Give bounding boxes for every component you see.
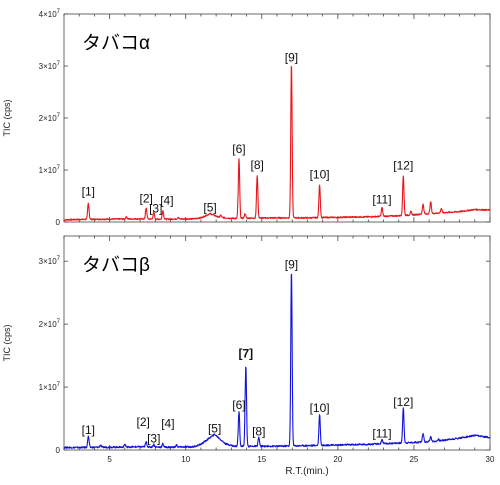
- peak-label: [5]: [208, 421, 221, 435]
- peak-label: [7]: [238, 347, 253, 361]
- x-tick-label: 20: [333, 455, 342, 464]
- y-tick-label: 0: [56, 446, 61, 455]
- y-tick-label: 3×107: [39, 61, 61, 71]
- y-tick-label: 2×107: [39, 319, 61, 329]
- peak-label: [8]: [252, 424, 265, 438]
- y-axis-label: TIC (cps): [2, 324, 12, 361]
- peak-label: [11]: [372, 192, 391, 206]
- y-tick-exponent: 7: [57, 165, 61, 171]
- peak-label: [6]: [232, 398, 245, 412]
- y-tick-exponent: 7: [57, 319, 61, 325]
- y-tick-exponent: 7: [57, 256, 61, 262]
- peak-label: [10]: [310, 401, 330, 415]
- peak-label: [8]: [251, 158, 264, 172]
- peak-label: [4]: [160, 194, 173, 208]
- peak-label: [4]: [161, 417, 174, 431]
- chart-panel-1: 0 1×107 2×107 3×107 4×107 TIC (cps) タバコα [1] [2]…: [2, 9, 491, 227]
- peak-label: [9]: [285, 258, 298, 272]
- x-axis-label: R.T.(min.): [285, 466, 328, 477]
- y-tick-label: 4×107: [39, 9, 61, 19]
- y-tick-label: 1×107: [39, 165, 61, 175]
- y-tick-label: 3×107: [39, 256, 61, 266]
- y-tick-exponent: 7: [57, 113, 61, 119]
- chart-panel-2: 0 1×107 2×107 3×107 5 10 15 20 25 30 TIC (cps) R.T.…: [2, 235, 495, 477]
- y-tick-exponent: 7: [57, 382, 61, 388]
- peak-label: [1]: [82, 184, 95, 198]
- y-tick-label: 0: [56, 218, 61, 227]
- peak-label: [11]: [372, 426, 391, 440]
- y-tick-exponent: 7: [57, 9, 61, 15]
- y-tick-label: 2×107: [39, 113, 61, 123]
- tic-trace: [63, 65, 491, 221]
- panel-title: タバコα: [82, 32, 150, 54]
- y-tick-label: 1×107: [39, 382, 61, 392]
- peak-label: [3]: [147, 431, 160, 445]
- peak-label: [1]: [82, 423, 95, 437]
- peak-label: [2]: [136, 415, 149, 429]
- y-tick-exponent: 7: [57, 61, 61, 67]
- x-tick-label: 15: [257, 455, 266, 464]
- peak-label: [5]: [203, 201, 216, 215]
- peak-label: [12]: [393, 159, 413, 173]
- x-tick-label: 10: [181, 455, 190, 464]
- peak-label: [6]: [232, 142, 245, 156]
- x-tick-label: 30: [486, 455, 495, 464]
- peak-label: [10]: [310, 168, 330, 182]
- peak-label: [12]: [393, 395, 413, 409]
- x-tick-label: 25: [409, 455, 418, 464]
- tic-trace: [63, 273, 491, 449]
- panel-title: タバコβ: [82, 254, 150, 276]
- x-tick-label: 5: [107, 455, 112, 464]
- peak-label: [2]: [139, 191, 152, 205]
- peak-label: [3]: [149, 202, 162, 216]
- y-axis-label: TIC (cps): [2, 99, 12, 136]
- peak-label: [9]: [285, 50, 298, 64]
